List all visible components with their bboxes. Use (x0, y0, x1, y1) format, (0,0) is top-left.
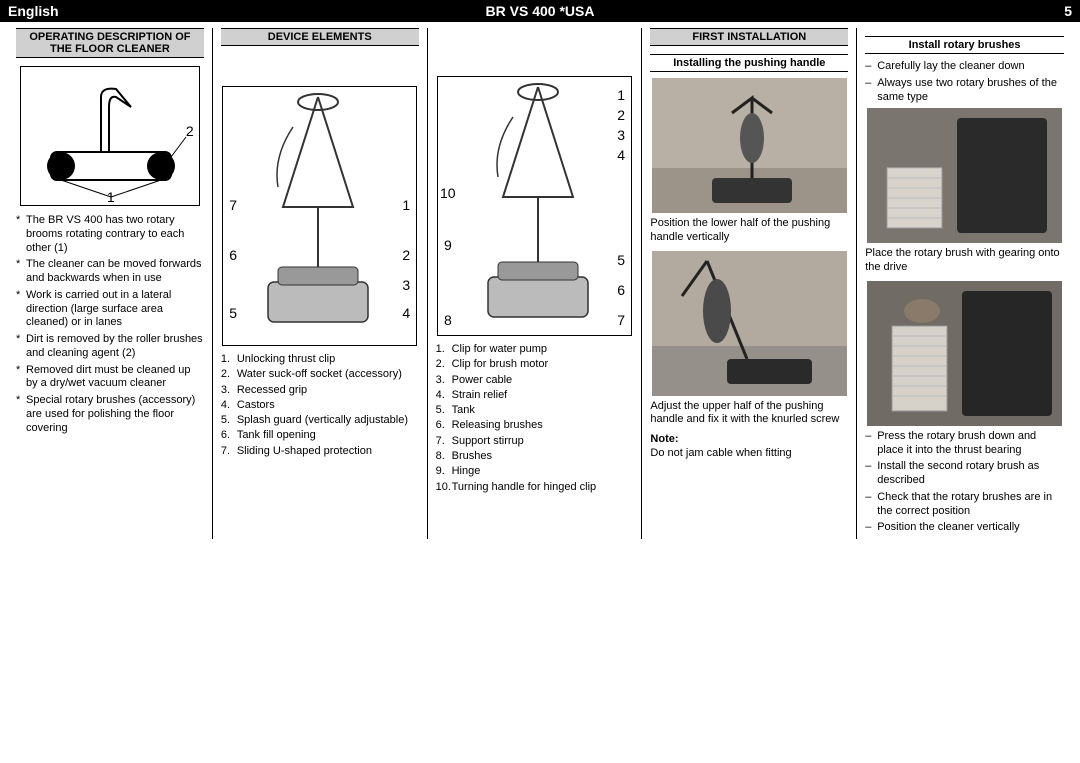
subsection-pushing-handle: Installing the pushing handle (650, 54, 848, 72)
dev-label: 5 (229, 305, 237, 321)
section-title-device-elements: DEVICE ELEMENTS (221, 28, 419, 46)
column-device-elements-b: 1 2 3 4 5 6 7 8 9 10 Clip for water pump… (428, 28, 643, 539)
list-item: Tank fill opening (221, 428, 419, 442)
column-device-elements-a: DEVICE ELEMENTS 1 2 3 4 5 6 7 Unlocking … (213, 28, 428, 539)
dev-label: 3 (617, 127, 625, 143)
list-item: Press the rotary brush down and place it… (865, 430, 1064, 458)
photo-handle-upper (652, 251, 847, 396)
dev-label: 3 (402, 277, 410, 293)
list-item: Power cable (436, 373, 634, 387)
subsection-rotary-brushes: Install rotary brushes (865, 36, 1064, 54)
diagram-label-1: 1 (107, 189, 115, 205)
list-item: Always use two rotary brushes of the sam… (865, 77, 1064, 105)
operating-bullet-list: The BR VS 400 has two rotary brooms rota… (16, 214, 204, 435)
bullet-item: The BR VS 400 has two rotary brooms rota… (16, 214, 204, 255)
list-item: Carefully lay the cleaner down (865, 60, 1064, 74)
list-item: Brushes (436, 449, 634, 463)
dev-label: 2 (617, 107, 625, 123)
list-item: Splash guard (vertically adjustable) (221, 413, 419, 427)
caption-handle-upper: Adjust the upper half of the pushing han… (650, 400, 848, 428)
device-right-icon (438, 77, 633, 337)
bullet-item: Dirt is removed by the roller brushes an… (16, 333, 204, 361)
dev-label: 9 (444, 237, 452, 253)
dev-label: 5 (617, 252, 625, 268)
list-item: Releasing brushes (436, 418, 634, 432)
dev-label: 6 (229, 247, 237, 263)
photo-placeholder-icon (652, 251, 847, 396)
photo-brush-press (867, 281, 1062, 426)
diagram-floor-cleaner: 1 2 (20, 66, 200, 206)
photo-handle-lower (652, 78, 847, 213)
dev-label: 7 (617, 312, 625, 328)
note-block: Note: Do not jam cable when fitting (650, 433, 848, 461)
bullet-item: Removed dirt must be cleaned up by a dry… (16, 364, 204, 392)
header-model: BR VS 400 *USA (363, 3, 718, 19)
dev-label: 1 (402, 197, 410, 213)
dev-label: 4 (402, 305, 410, 321)
photo-brush-place (867, 108, 1062, 243)
dev-label: 4 (617, 147, 625, 163)
section-title-first-install: FIRST INSTALLATION (650, 28, 848, 46)
list-item: Unlocking thrust clip (221, 352, 419, 366)
list-item: Tank (436, 403, 634, 417)
list-item: Support stirrup (436, 434, 634, 448)
note-label: Note: (650, 433, 678, 445)
dev-label: 2 (402, 247, 410, 263)
diagram-label-2: 2 (186, 123, 194, 139)
list-item: Sliding U-shaped protection (221, 444, 419, 458)
dev-label: 8 (444, 312, 452, 328)
brush-prep-list: Carefully lay the cleaner down Always us… (865, 60, 1064, 104)
section-title-operating: OPERATING DESCRIPTION OF THE FLOOR CLEAN… (16, 28, 204, 58)
device-elements-list-b: Clip for water pump Clip for brush motor… (436, 342, 634, 494)
list-item: Water suck-off socket (accessory) (221, 367, 419, 381)
list-item: Clip for brush motor (436, 357, 634, 371)
list-item: Turning handle for hinged clip (436, 480, 634, 494)
dev-label: 10 (440, 185, 456, 201)
list-item: Strain relief (436, 388, 634, 402)
photo-placeholder-icon (867, 108, 1062, 243)
header-language: English (8, 3, 363, 19)
list-item: Clip for water pump (436, 342, 634, 356)
bullet-item: Work is carried out in a lateral directi… (16, 289, 204, 330)
list-item: Install the second rotary brush as descr… (865, 460, 1064, 488)
note-text: Do not jam cable when fitting (650, 447, 791, 459)
column-first-installation: FIRST INSTALLATION Installing the pushin… (642, 28, 857, 539)
bullet-item: The cleaner can be moved forwards and ba… (16, 258, 204, 286)
column-operating-description: OPERATING DESCRIPTION OF THE FLOOR CLEAN… (8, 28, 213, 539)
dev-label: 7 (229, 197, 237, 213)
dev-label: 6 (617, 282, 625, 298)
page-header: English BR VS 400 *USA 5 (0, 0, 1080, 22)
caption-handle-lower: Position the lower half of the pushing h… (650, 217, 848, 245)
column-install-brushes: Install rotary brushes Carefully lay the… (857, 28, 1072, 539)
list-item: Position the cleaner vertically (865, 521, 1064, 535)
floor-cleaner-icon (21, 67, 201, 207)
bullet-item: Special rotary brushes (accessory) are u… (16, 394, 204, 435)
device-left-icon (223, 87, 418, 347)
diagram-device-right: 1 2 3 4 5 6 7 8 9 10 (437, 76, 632, 336)
list-item: Recessed grip (221, 383, 419, 397)
caption-brush-place: Place the rotary brush with gearing onto… (865, 247, 1064, 275)
dev-label: 1 (617, 87, 625, 103)
brush-finish-list: Press the rotary brush down and place it… (865, 430, 1064, 535)
list-item: Check that the rotary brushes are in the… (865, 491, 1064, 519)
page-body: OPERATING DESCRIPTION OF THE FLOOR CLEAN… (0, 22, 1080, 545)
list-item: Hinge (436, 464, 634, 478)
device-elements-list-a: Unlocking thrust clip Water suck-off soc… (221, 352, 419, 458)
header-page-number: 5 (717, 3, 1072, 19)
photo-placeholder-icon (652, 78, 847, 213)
list-item: Castors (221, 398, 419, 412)
photo-placeholder-icon (867, 281, 1062, 426)
diagram-device-left: 1 2 3 4 5 6 7 (222, 86, 417, 346)
